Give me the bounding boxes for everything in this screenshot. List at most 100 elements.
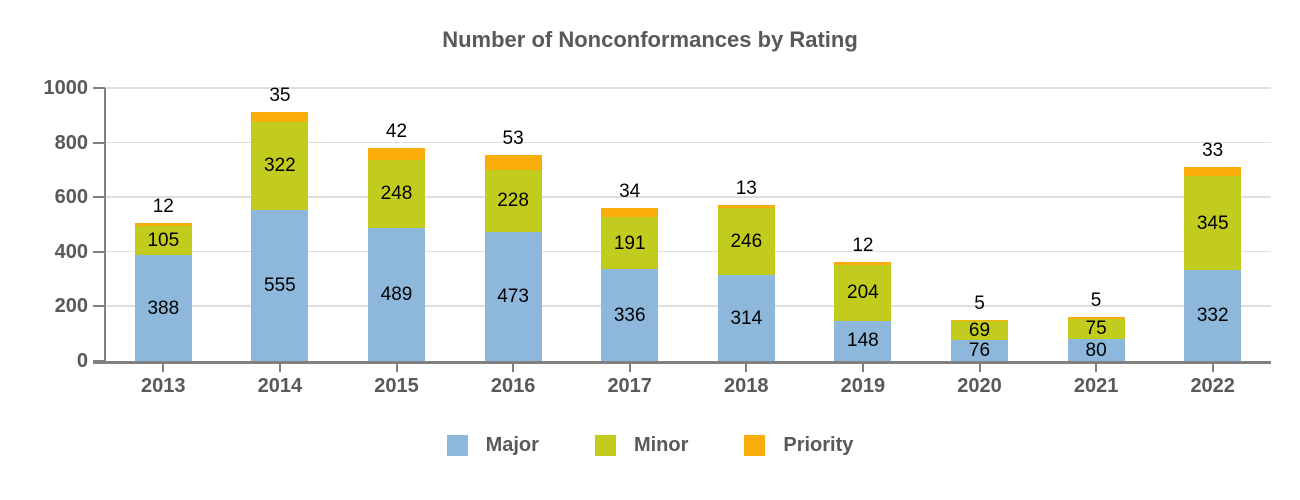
bar-segment-minor-2018: 246: [717, 208, 775, 276]
bar-segment-label-major-2021: 80: [1085, 339, 1107, 361]
legend-item-minor: Minor: [594, 434, 689, 457]
bar-segment-major-2014: 555: [251, 209, 309, 361]
y-axis-tick-600: [93, 196, 105, 199]
bar-segment-minor-2015: 248: [368, 159, 425, 228]
bar-segment-priority-2020: 5: [951, 293, 1008, 322]
y-axis-label-1000: 1000: [43, 77, 89, 99]
legend-swatch-priority: [744, 435, 766, 456]
x-axis-tick-2017: [628, 364, 631, 372]
bar-segment-minor-2021: 75: [1067, 318, 1125, 340]
bar-group-2018: 314 246 13: [717, 178, 775, 361]
bar-segment-major-2021: 80: [1067, 339, 1125, 361]
bar-segment-label-major-2019: 148: [847, 330, 879, 352]
bar-segment-minor-2016: 228: [484, 169, 542, 232]
x-axis-label-2018: 2018: [724, 375, 769, 397]
x-axis-label-2017: 2017: [607, 375, 652, 397]
bar-segment-priority-2014: 35: [251, 85, 309, 122]
x-axis-label-2019: 2019: [840, 375, 886, 397]
bar-segment-minor-2013: 105: [134, 226, 192, 256]
bar-segment-label-minor-2016: 228: [497, 190, 529, 212]
gridline-1000: [105, 87, 1271, 89]
x-axis-tick-2014: [278, 364, 281, 372]
bar-segment-label-major-2014: 555: [264, 274, 296, 296]
y-axis-line: [104, 88, 106, 361]
x-axis-tick-2013: [162, 364, 165, 372]
priority-label-2020: 5: [974, 293, 985, 315]
bar-segment-label-minor-2019: 204: [847, 282, 879, 304]
x-axis-tick-2015: [395, 364, 398, 372]
legend-label-major: Major: [485, 434, 539, 456]
x-axis-label-2020: 2020: [957, 375, 1002, 397]
chart-title: Number of Nonconformances by Rating: [442, 27, 858, 52]
bar-segment-minor-2019: 204: [834, 264, 892, 321]
x-axis-tick-2016: [512, 364, 515, 372]
bar-segment-label-minor-2020: 69: [968, 320, 991, 342]
x-axis-tick-2020: [978, 364, 981, 372]
priority-label-2015: 42: [385, 121, 408, 143]
x-axis-tick-2022: [1211, 364, 1214, 372]
y-axis-tick-0: [93, 360, 105, 362]
priority-label-2013: 12: [152, 196, 174, 218]
x-axis-label-2016: 2016: [490, 375, 536, 397]
bar-segment-label-minor-2015: 248: [380, 183, 413, 205]
bar-group-2013: 388 105 12: [134, 196, 192, 361]
x-axis-label-2014: 2014: [257, 375, 303, 397]
bar-segment-major-2013: 388: [134, 255, 192, 361]
bar-segment-label-major-2016: 473: [497, 285, 529, 307]
bar-group-2017: 336 191 34: [601, 181, 659, 361]
bar-segment-major-2022: 332: [1184, 270, 1242, 361]
bar-segment-priority-2021: 5: [1067, 290, 1125, 319]
legend-label-minor: Minor: [633, 434, 689, 456]
bar-segment-minor-2014: 322: [251, 121, 309, 210]
y-axis-tick-400: [93, 250, 105, 253]
bar-segment-label-major-2020: 76: [968, 340, 991, 362]
bar-segment-major-2016: 473: [484, 231, 542, 361]
legend-label-priority: Priority: [783, 434, 854, 456]
bar-segment-minor-2020: 69: [951, 321, 1008, 340]
gridline-600: [105, 196, 1271, 198]
bar-segment-minor-2017: 191: [601, 217, 659, 270]
legend-item-major: Major: [446, 434, 539, 457]
x-axis-tick-2019: [861, 364, 864, 372]
x-axis-tick-2021: [1095, 364, 1098, 372]
x-axis-line: [93, 361, 1271, 364]
y-axis-label-400: 400: [54, 240, 88, 263]
priority-label-2017: 34: [619, 180, 641, 202]
priority-label-2019: 12: [852, 234, 874, 256]
bar-segment-label-major-2018: 314: [730, 307, 763, 329]
bar-segment-label-major-2022: 332: [1196, 305, 1229, 327]
bar-segment-major-2019: 148: [834, 320, 892, 361]
legend: Major Minor Priority: [0, 434, 1300, 457]
bar-segment-label-major-2013: 388: [147, 297, 180, 319]
bar-group-2016: 473 228 53: [484, 128, 542, 361]
bar-segment-priority-2016: 53: [484, 128, 542, 170]
bar-segment-priority-2022: 33: [1184, 140, 1242, 177]
priority-label-2021: 5: [1090, 290, 1102, 312]
bar-segment-label-major-2015: 489: [380, 283, 413, 305]
x-axis-label-2022: 2022: [1190, 375, 1235, 397]
bar-group-2020: 76 69 5: [951, 293, 1008, 361]
bar-segment-priority-2018: 13: [717, 178, 775, 209]
bar-segment-label-minor-2017: 191: [613, 232, 646, 254]
priority-label-2014: 35: [269, 85, 291, 107]
legend-swatch-major: [446, 435, 468, 456]
plot-area: 388 105 12 555 322 35 489 248 42 473 228 53 336 191 34…: [105, 85, 1271, 361]
x-axis-label-2015: 2015: [374, 375, 419, 397]
bar-segment-label-minor-2021: 75: [1085, 318, 1107, 340]
y-axis-tick-800: [93, 141, 105, 144]
bar-segment-major-2020: 76: [951, 340, 1008, 361]
y-axis-label-800: 800: [54, 131, 88, 154]
y-axis-tick-1000: [93, 87, 105, 89]
x-axis-tick-2018: [745, 364, 748, 372]
y-axis-label-600: 600: [54, 186, 88, 209]
gridline-400: [105, 250, 1271, 253]
bar-segment-major-2018: 314: [717, 275, 775, 361]
bar-segment-label-minor-2013: 105: [147, 230, 180, 252]
bar-segment-priority-2015: 42: [368, 121, 425, 160]
x-axis-label-2013: 2013: [141, 375, 186, 397]
priority-label-2018: 13: [735, 177, 757, 199]
bar-segment-major-2017: 336: [601, 269, 659, 361]
priority-label-2016: 53: [502, 128, 524, 150]
bar-segment-label-minor-2018: 246: [730, 231, 763, 253]
